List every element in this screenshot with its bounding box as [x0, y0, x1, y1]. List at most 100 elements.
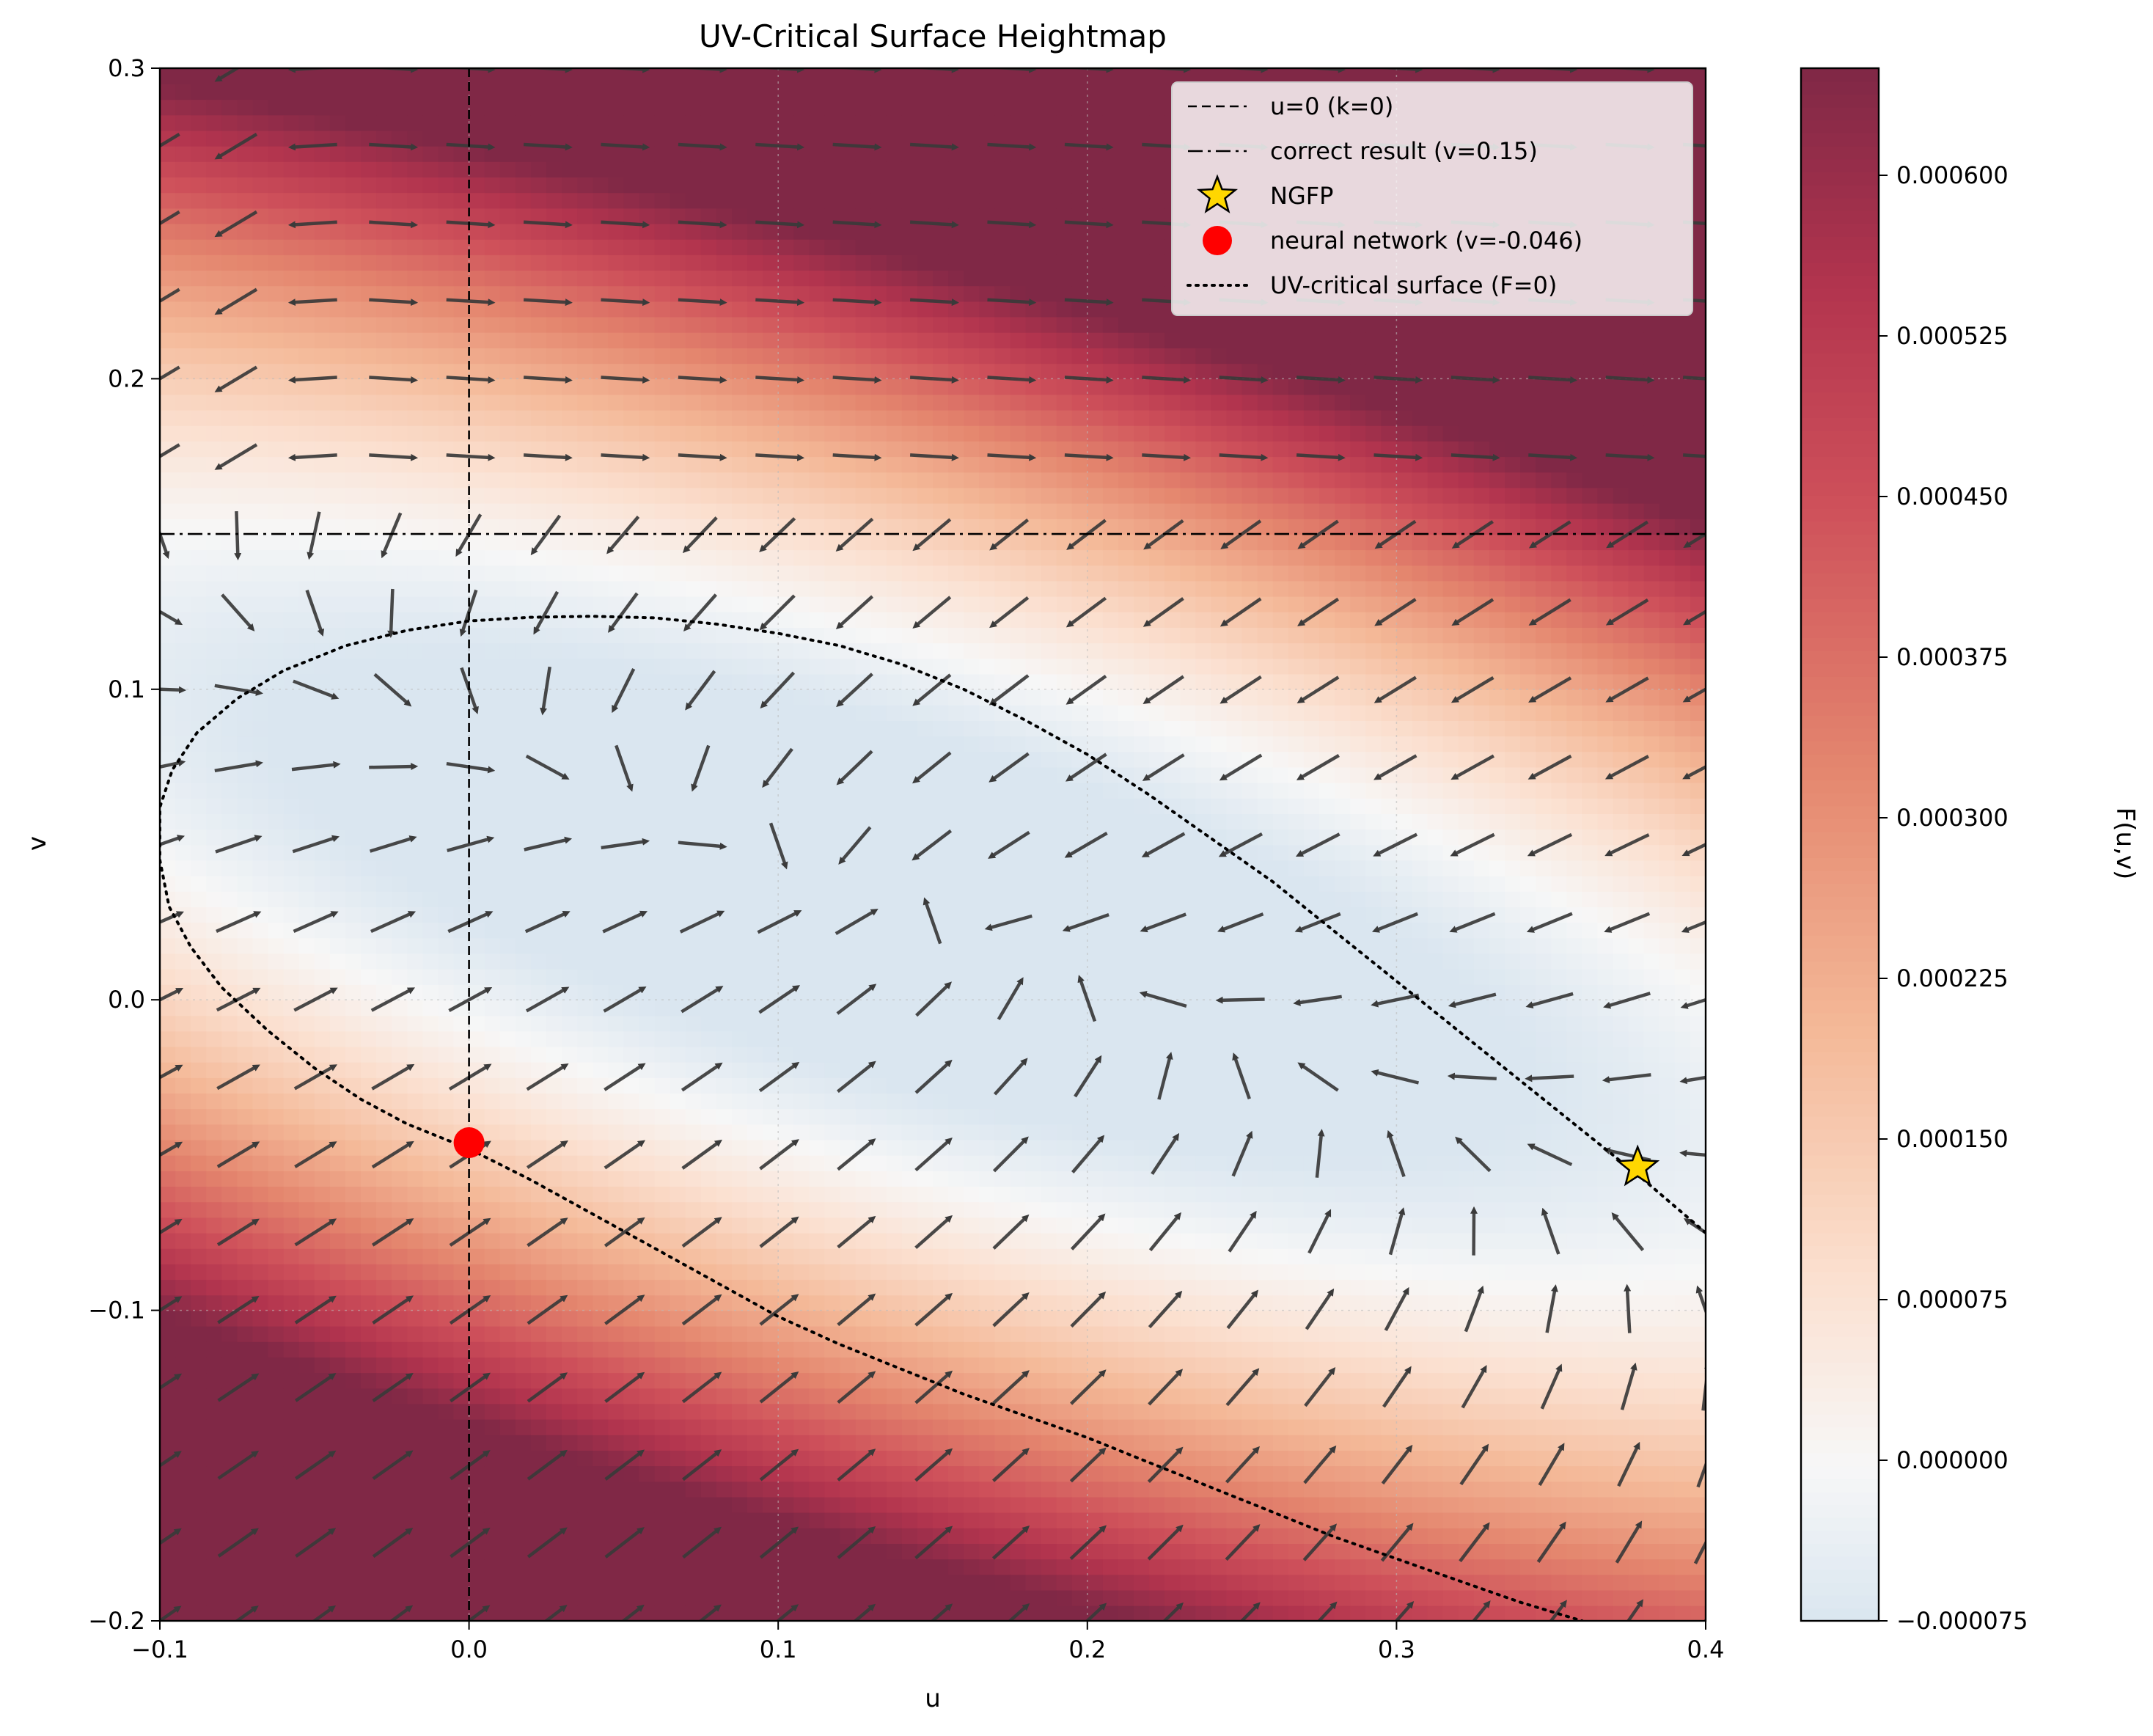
heatmap-cell — [283, 1248, 300, 1264]
heatmap-cell — [886, 1372, 903, 1389]
heatmap-cell — [623, 813, 640, 830]
heatmap-cell — [268, 456, 285, 473]
heatmap-cell — [160, 1093, 176, 1110]
heatmap-cell — [221, 1154, 238, 1171]
heatmap-cell — [562, 937, 578, 954]
heatmap-cell — [886, 1418, 903, 1435]
heatmap-cell — [577, 1325, 594, 1342]
heatmap-cell — [422, 1496, 439, 1513]
heatmap-cell — [191, 502, 208, 519]
heatmap-cell — [376, 1108, 392, 1125]
heatmap-cell — [840, 720, 857, 737]
heatmap-cell — [221, 1171, 238, 1187]
heatmap-cell — [314, 1186, 331, 1203]
heatmap-cell — [515, 1093, 532, 1110]
heatmap-cell — [392, 580, 408, 597]
heatmap-cell — [314, 673, 331, 690]
heatmap-cell — [593, 937, 609, 954]
heatmap-cell — [639, 658, 656, 675]
heatmap-cell — [438, 922, 455, 939]
heatmap-cell — [546, 549, 562, 566]
heatmap-cell — [453, 441, 470, 458]
heatmap-cell — [515, 658, 532, 675]
heatmap-cell — [484, 425, 501, 442]
heatmap-cell — [206, 736, 223, 752]
heatmap-cell — [546, 1015, 562, 1032]
heatmap-cell — [160, 238, 176, 255]
heatmap-cell — [809, 1589, 826, 1606]
heatmap-cell — [191, 145, 208, 162]
heatmap-cell — [361, 145, 377, 162]
heatmap-cell — [870, 177, 887, 194]
heatmap-cell — [376, 705, 392, 721]
heatmap-cell — [298, 1450, 315, 1467]
heatmap-cell — [268, 1605, 285, 1621]
heatmap-cell — [298, 1264, 315, 1281]
heatmap-cell — [623, 875, 640, 892]
heatmap-cell — [670, 208, 686, 224]
heatmap-cell — [438, 1481, 455, 1498]
heatmap-cell — [747, 1030, 763, 1047]
heatmap-cell — [593, 1325, 609, 1342]
heatmap-cell — [901, 705, 918, 721]
heatmap-cell — [237, 1030, 254, 1047]
heatmap-cell — [392, 1357, 408, 1374]
heatmap-cell — [268, 161, 285, 177]
heatmap-cell — [515, 1543, 532, 1560]
heatmap-cell — [438, 813, 455, 830]
heatmap-cell — [160, 301, 176, 318]
heatmap-cell — [469, 161, 485, 177]
heatmap-cell — [298, 1325, 315, 1342]
heatmap-cell — [562, 161, 578, 177]
heatmap-cell — [376, 1372, 392, 1389]
heatmap-cell — [407, 658, 424, 675]
heatmap-cell — [376, 1357, 392, 1374]
heatmap-cell — [361, 114, 377, 131]
heatmap-cell — [778, 1481, 795, 1498]
heatmap-cell — [747, 378, 763, 395]
heatmap-cell — [438, 860, 455, 876]
heatmap-cell — [361, 68, 377, 84]
heatmap-cell — [763, 130, 779, 147]
heatmap-cell — [732, 270, 748, 287]
heatmap-cell — [268, 192, 285, 209]
heatmap-cell — [329, 332, 346, 348]
heatmap-cell — [268, 1124, 285, 1140]
heatmap-cell — [438, 736, 455, 752]
heatmap-cell — [530, 254, 547, 271]
heatmap-cell — [438, 1030, 455, 1047]
heatmap-cell — [639, 1264, 656, 1281]
heatmap-cell — [870, 99, 887, 116]
heatmap-cell — [778, 192, 795, 209]
heatmap-cell — [484, 1061, 501, 1078]
heatmap-cell — [840, 301, 857, 318]
heatmap-cell — [917, 487, 934, 504]
heatmap-cell — [639, 860, 656, 876]
heatmap-cell — [562, 1108, 578, 1125]
heatmap-cell — [793, 270, 810, 287]
heatmap-cell — [870, 363, 887, 380]
heatmap-cell — [886, 1232, 903, 1249]
heatmap-cell — [453, 689, 470, 706]
heatmap-cell — [530, 673, 547, 690]
heatmap-cell — [314, 177, 331, 194]
heatmap-cell — [793, 1046, 810, 1063]
heatmap-cell — [422, 1528, 439, 1544]
heatmap-cell — [608, 782, 625, 799]
heatmap-cell — [283, 953, 300, 970]
heatmap-cell — [700, 1543, 717, 1560]
heatmap-cell — [515, 1496, 532, 1513]
heatmap-cell — [314, 99, 331, 116]
heatmap-cell — [438, 891, 455, 907]
heatmap-cell — [221, 301, 238, 318]
heatmap-cell — [886, 238, 903, 255]
heatmap-cell — [593, 1294, 609, 1311]
heatmap-cell — [237, 1341, 254, 1358]
heatmap-cell — [778, 130, 795, 147]
heatmap-cell — [901, 409, 918, 426]
heatmap-cell — [515, 270, 532, 287]
heatmap-cell — [824, 1496, 841, 1513]
heatmap-cell — [562, 472, 578, 488]
heatmap-cell — [329, 1030, 346, 1047]
heatmap-cell — [283, 1481, 300, 1498]
